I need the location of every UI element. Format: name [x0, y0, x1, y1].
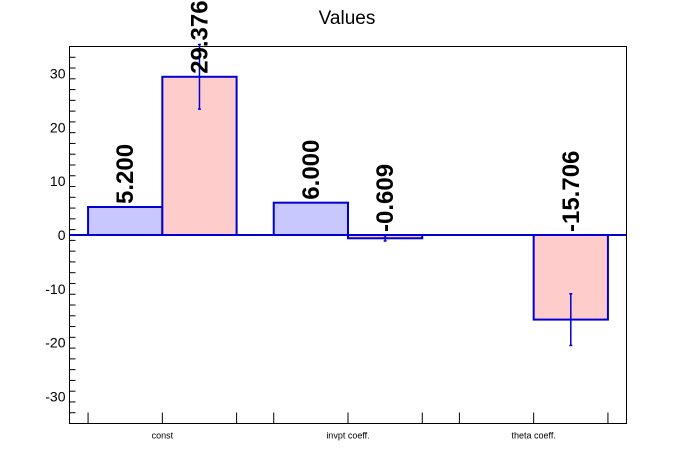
y-tick-label: -20 — [45, 335, 65, 351]
bar-labels: 5.200 6.000 29.376 -0.609 -15.706 — [112, 0, 585, 232]
y-axis: -30 -20 -10 0 10 20 30 — [45, 46, 76, 424]
bars — [69, 43, 627, 347]
bar — [272, 201, 350, 236]
bar — [87, 205, 164, 237]
bar-value-label: -0.609 — [372, 164, 399, 232]
y-tick-label: -10 — [45, 281, 65, 297]
chart-title: Values — [319, 8, 376, 29]
bar-value-label: -15.706 — [558, 151, 585, 232]
y-tick-label: -30 — [45, 389, 65, 405]
y-tick-label: 20 — [50, 119, 66, 135]
y-tick-label: 0 — [58, 227, 66, 243]
y-tick-label: 10 — [50, 173, 66, 189]
x-axis: const invpt coeff. theta coeff. — [87, 412, 609, 441]
x-tick-label: const — [152, 431, 174, 441]
bar — [161, 75, 238, 236]
bar-value-label: 29.376 — [186, 0, 213, 73]
bar-value-label: 6.000 — [298, 140, 325, 200]
x-tick-label: invpt coeff. — [326, 431, 369, 441]
x-tick-label: theta coeff. — [511, 431, 555, 441]
y-tick-label: 30 — [50, 65, 66, 81]
bar-value-label: 5.200 — [112, 144, 139, 204]
